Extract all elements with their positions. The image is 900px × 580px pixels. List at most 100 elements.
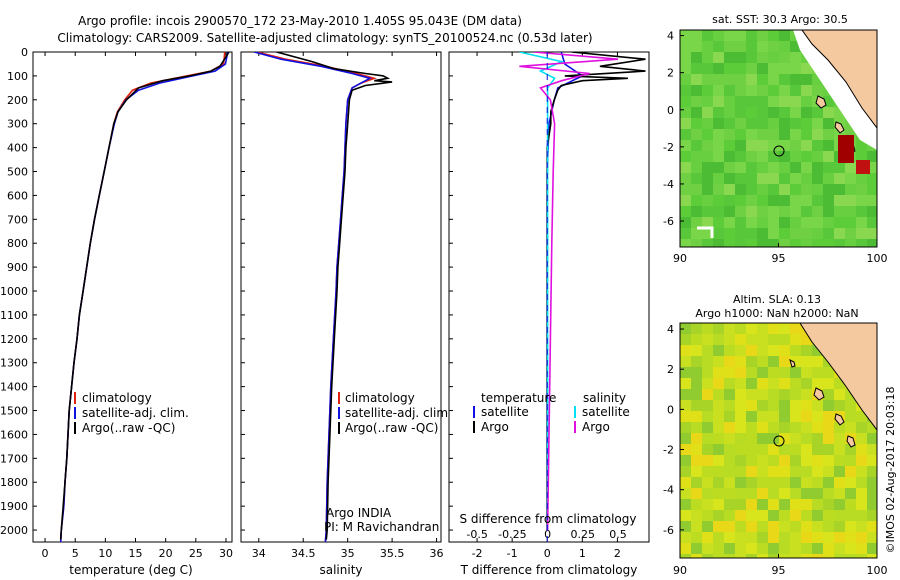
- field-cell: [680, 488, 692, 500]
- field-cell: [812, 206, 824, 218]
- field-cell: [801, 510, 813, 522]
- field-cell: [779, 140, 791, 152]
- field-cell: [812, 455, 824, 467]
- field-cell: [812, 400, 824, 412]
- depth-tick-label: 700: [7, 213, 28, 226]
- depth-ticks: 0 100 200 300 400 500 600 700 800 900 1000 1100 1200…: [0, 46, 37, 537]
- field-cell: [801, 543, 813, 555]
- field-cell: [691, 41, 703, 53]
- field-cell: [801, 400, 813, 412]
- x-tick-label: 5: [72, 547, 79, 560]
- field-cell: [834, 422, 846, 434]
- field-cell: [680, 129, 692, 141]
- lat-tick-label: 2: [667, 363, 674, 376]
- depth-tick-label: 500: [7, 166, 28, 179]
- field-cell: [801, 107, 813, 119]
- field-cell: [801, 118, 813, 130]
- field-cell: [713, 107, 725, 119]
- field-cell: [713, 184, 725, 196]
- field-cell: [768, 74, 780, 86]
- field-cell: [680, 455, 692, 467]
- field-cell: [746, 411, 758, 423]
- field-cell: [724, 378, 736, 390]
- field-cell: [735, 334, 747, 346]
- lat-tick-label: 0: [667, 403, 674, 416]
- field-cell: [724, 228, 736, 240]
- field-cell: [724, 554, 736, 558]
- field-cell: [834, 433, 846, 445]
- field-cell: [768, 389, 780, 401]
- field-cell: [680, 96, 692, 108]
- field-cell: [790, 488, 802, 500]
- field-cell: [724, 107, 736, 119]
- salinity-axes-frame: [240, 51, 442, 543]
- field-cell: [757, 74, 769, 86]
- field-cell: [823, 118, 835, 130]
- field-cell: [691, 367, 703, 379]
- field-cell: [757, 477, 769, 489]
- field-cell: [768, 184, 780, 196]
- field-cell: [823, 129, 835, 141]
- field-cell: [735, 422, 747, 434]
- field-cell: [691, 151, 703, 163]
- field-cell: [702, 162, 714, 174]
- field-cell: [757, 510, 769, 522]
- field-cell: [757, 195, 769, 207]
- field-cell: [823, 477, 835, 489]
- field-cell: [680, 118, 692, 130]
- field-cell: [757, 411, 769, 423]
- field-cell: [702, 433, 714, 445]
- field-cell: [790, 129, 802, 141]
- field-cell: [768, 323, 780, 335]
- field-cell: [724, 74, 736, 86]
- field-cell: [768, 30, 780, 42]
- lat-tick-label: 0: [667, 104, 674, 117]
- field-cell: [812, 118, 824, 130]
- x-tick-label: 15: [129, 547, 143, 560]
- lat-tick-label: -6: [663, 524, 674, 537]
- field-cell: [834, 466, 846, 478]
- field-cell: [823, 488, 835, 500]
- depth-tick-label: 1000: [0, 285, 28, 298]
- legend-label-s-satellite: satellite: [582, 405, 630, 419]
- field-cell: [680, 239, 692, 247]
- field-cell: [680, 151, 692, 163]
- depth-tick-label: 1400: [0, 381, 28, 394]
- field-cell: [691, 85, 703, 97]
- field-cell: [746, 433, 758, 445]
- field-cell: [790, 52, 802, 64]
- field-cell: [845, 400, 857, 412]
- field-cell: [691, 400, 703, 412]
- field-cell: [812, 378, 824, 390]
- field-cell: [856, 228, 868, 240]
- field-cell: [779, 510, 791, 522]
- field-cell: [768, 151, 780, 163]
- field-cell: [790, 206, 802, 218]
- field-cell: [834, 488, 846, 500]
- field-cell: [713, 367, 725, 379]
- field-cell: [768, 554, 780, 558]
- field-cell: [768, 477, 780, 489]
- field-cell: [702, 422, 714, 434]
- field-cell: [735, 521, 747, 533]
- field-cell: [724, 129, 736, 141]
- x-tick-label: 2: [614, 547, 621, 560]
- legend-label-t-argo: Argo: [481, 420, 509, 434]
- field-cell: [702, 217, 714, 229]
- field-cell: [735, 400, 747, 412]
- x-tick-label: 25: [189, 547, 203, 560]
- field-cell: [691, 239, 703, 247]
- field-cell: [823, 140, 835, 152]
- field-cell: [735, 173, 747, 185]
- field-cell: [713, 444, 725, 456]
- field-cell: [768, 345, 780, 357]
- field-cell: [702, 411, 714, 423]
- field-cell: [691, 378, 703, 390]
- field-cell: [735, 444, 747, 456]
- field-cell: [691, 162, 703, 174]
- field-cell: [779, 239, 791, 247]
- field-cell: [746, 85, 758, 97]
- field-cell: [713, 334, 725, 346]
- field-cell: [702, 499, 714, 511]
- field-cell: [812, 356, 824, 368]
